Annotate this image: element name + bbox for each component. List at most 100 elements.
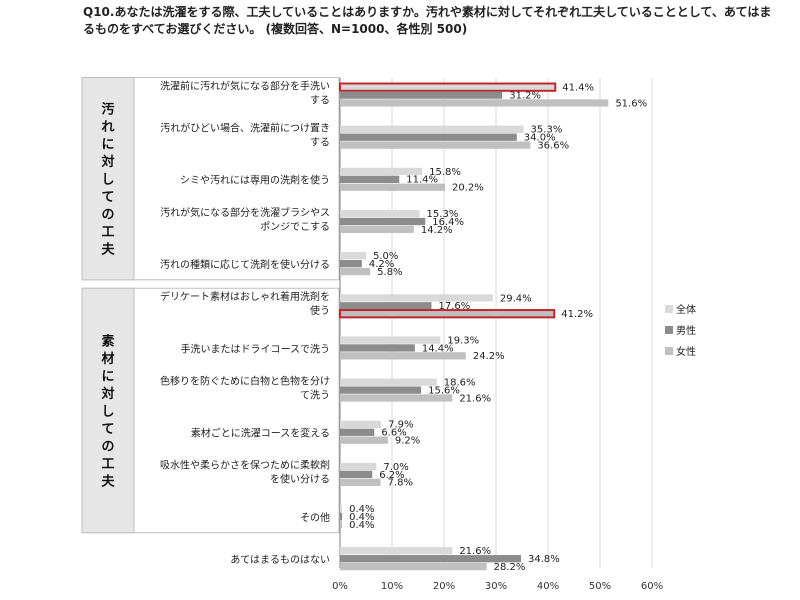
x-tick-label: 10% bbox=[381, 581, 403, 592]
bar-女性 bbox=[340, 141, 531, 149]
category-label: する bbox=[310, 137, 330, 149]
category-label: 手洗いまたはドライコースで洗う bbox=[181, 342, 331, 355]
data-label: 41.2% bbox=[561, 309, 593, 320]
x-tick-label: 60% bbox=[641, 581, 663, 592]
data-label: 19.3% bbox=[447, 335, 479, 346]
data-label: 7.8% bbox=[388, 478, 413, 489]
bar-男性 bbox=[340, 133, 517, 141]
bar-女性 bbox=[340, 478, 381, 486]
bar-女性 bbox=[340, 520, 343, 529]
bar-全体 bbox=[340, 167, 423, 176]
bar-全体 bbox=[340, 505, 343, 513]
bar-女性 bbox=[340, 183, 446, 191]
category-label: 素材ごとに洗濯コースを変える bbox=[191, 427, 330, 440]
data-label: 29.4% bbox=[500, 293, 532, 304]
bar-全体 bbox=[340, 378, 437, 386]
data-label: 15.6% bbox=[428, 385, 460, 396]
x-tick-label: 40% bbox=[537, 581, 559, 592]
group-label: 素材に対しての工夫 bbox=[100, 333, 115, 489]
question-title: Q10.あなたは洗濯をする際、工夫していることはありますか。汚れや素材に対してそ… bbox=[83, 5, 772, 36]
legend-label: 女性 bbox=[676, 345, 696, 358]
bar-男性 bbox=[340, 428, 375, 436]
bar-男性 bbox=[340, 555, 521, 563]
data-label: 51.6% bbox=[615, 98, 647, 109]
legend-swatch bbox=[665, 347, 673, 355]
bar-女性 bbox=[339, 309, 556, 319]
legend-swatch bbox=[665, 305, 673, 313]
data-label: 31.2% bbox=[509, 90, 541, 101]
category-label: ポンジでこする bbox=[260, 221, 330, 233]
data-label: 35.3% bbox=[531, 125, 563, 136]
data-label: 4.2% bbox=[369, 259, 394, 270]
data-label: 21.6% bbox=[459, 546, 491, 557]
data-label: 18.6% bbox=[444, 378, 476, 389]
data-label: 15.3% bbox=[427, 209, 459, 220]
legend-label: 全体 bbox=[676, 303, 696, 316]
category-label: 吸水性や柔らかさを保つために柔軟剤 bbox=[160, 459, 330, 472]
x-tick-label: 20% bbox=[433, 581, 455, 592]
bar-男性 bbox=[340, 302, 432, 310]
data-label: 21.6% bbox=[459, 393, 491, 404]
x-tick-label: 50% bbox=[589, 581, 611, 592]
category-label: を使い分ける bbox=[270, 473, 330, 486]
data-label: 7.0% bbox=[383, 462, 408, 473]
bar-男性 bbox=[340, 91, 503, 99]
data-label: 9.2% bbox=[395, 436, 420, 447]
data-label: 6.2% bbox=[379, 470, 404, 481]
group-label-cell bbox=[81, 287, 135, 534]
bar-男性 bbox=[340, 512, 343, 521]
data-label: 16.4% bbox=[432, 217, 464, 228]
category-label: 汚れが気になる部分を洗濯ブラシやス bbox=[160, 206, 330, 219]
legend-swatch bbox=[665, 326, 673, 334]
data-label: 5.0% bbox=[373, 251, 398, 262]
bar-女性 bbox=[340, 436, 388, 444]
bar-全体 bbox=[340, 462, 377, 471]
bar-全体 bbox=[340, 252, 366, 260]
category-label: 色移りを防ぐために白物と色物を分け bbox=[160, 374, 330, 387]
bar-男性 bbox=[340, 470, 373, 479]
data-label: 5.8% bbox=[377, 267, 402, 278]
data-label: 41.4% bbox=[562, 83, 594, 94]
bar-男性 bbox=[340, 386, 422, 394]
data-label: 34.8% bbox=[528, 554, 560, 565]
data-label: 17.6% bbox=[439, 301, 471, 312]
category-labels: 洗濯前に汚れが気になる部分を手洗いする汚れがひどい場合、洗濯前につけ置きするシミ… bbox=[160, 79, 330, 566]
bar-全体 bbox=[340, 125, 524, 133]
bar-全体 bbox=[339, 82, 557, 92]
data-label: 15.8% bbox=[429, 167, 461, 178]
bar-全体 bbox=[340, 547, 453, 555]
group-label: 汚れに対しての工夫 bbox=[100, 102, 115, 258]
bar-全体 bbox=[340, 209, 420, 218]
data-label: 20.2% bbox=[452, 183, 484, 194]
bar-男性 bbox=[340, 175, 400, 183]
bar-女性 bbox=[340, 562, 487, 571]
bar-男性 bbox=[340, 344, 415, 352]
data-label: 0.4% bbox=[349, 520, 374, 531]
category-label: て洗う bbox=[300, 389, 330, 401]
category-label: 汚れの種類に応じて洗剤を使い分ける bbox=[160, 258, 330, 271]
bar-全体 bbox=[340, 420, 382, 428]
bar-女性 bbox=[340, 352, 466, 360]
category-label: シミや汚れには専用の洗剤を使う bbox=[180, 174, 330, 187]
data-label: 0.4% bbox=[349, 512, 374, 523]
category-label: 汚れがひどい場合、洗濯前につけ置き bbox=[160, 122, 330, 135]
data-labels: 41.4% 35.3% 15.8% 15.3% 5.0% 29.4% 19.3% 18.6% 7… bbox=[349, 83, 647, 573]
group-label-cell bbox=[81, 77, 135, 281]
x-tick-label: 30% bbox=[485, 581, 507, 592]
bars bbox=[339, 82, 609, 571]
data-label: 0.4% bbox=[349, 504, 374, 515]
x-axis-ticks: 0% 10% 20% 30% 40% 50% 60% bbox=[332, 581, 663, 592]
bar-男性 bbox=[340, 260, 362, 268]
bar-女性 bbox=[340, 394, 453, 402]
data-label: 24.2% bbox=[473, 351, 505, 362]
data-label: 14.2% bbox=[421, 225, 453, 236]
category-label: 使う bbox=[310, 304, 330, 317]
data-label: 34.0% bbox=[524, 133, 556, 144]
data-label: 11.4% bbox=[406, 175, 438, 186]
legend-label: 男性 bbox=[676, 324, 696, 337]
bar-全体 bbox=[340, 294, 493, 302]
data-label: 28.2% bbox=[494, 562, 526, 573]
